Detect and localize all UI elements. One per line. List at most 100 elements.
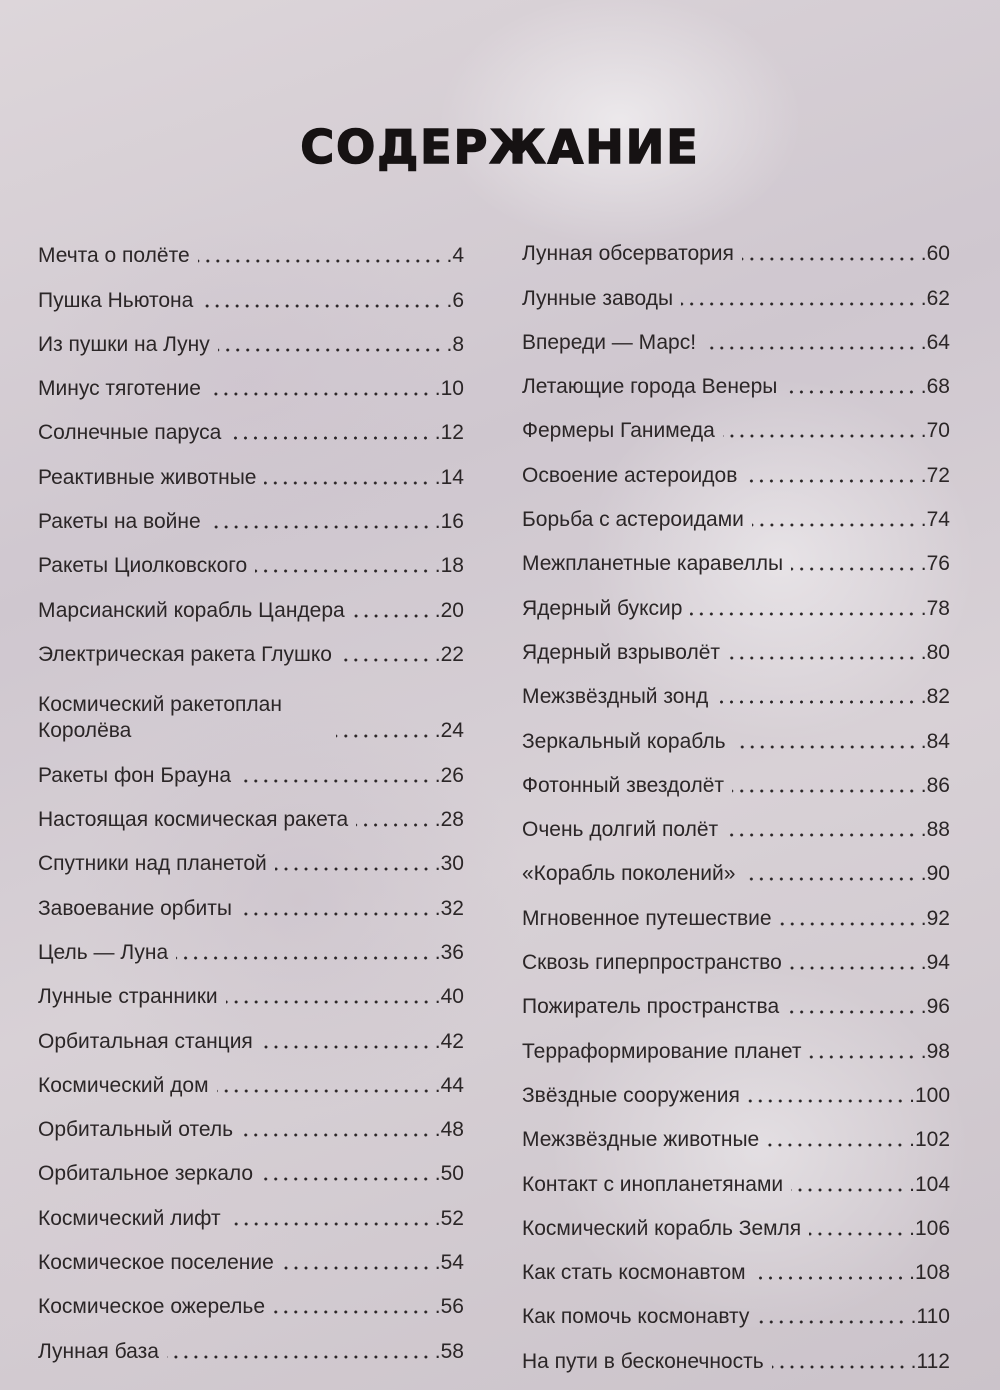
toc-entry-page: .70 <box>920 419 950 443</box>
toc-entry-title: Пушка Ньютона <box>38 288 194 312</box>
toc-entry-page: .72 <box>920 463 950 487</box>
toc-entry: Космический ракетоплан Королёва .24 <box>38 668 464 745</box>
toc-entry-page: .84 <box>920 729 950 753</box>
toc-entry: Как стать космонавтом .108 <box>522 1242 950 1286</box>
dot-leader <box>274 867 431 872</box>
dot-leader <box>340 657 431 662</box>
toc-entry: Ядерный взрыволёт .80 <box>522 622 950 666</box>
toc-entry-page: .54 <box>434 1251 464 1275</box>
dot-leader <box>809 1054 917 1059</box>
toc-entry: Летающие города Венеры .68 <box>522 356 950 400</box>
toc-entry-title: Терраформирование планет <box>522 1039 802 1063</box>
toc-entry: Ракеты фон Брауна .26 <box>38 744 464 788</box>
toc-entry-title: Из пушки на Луну <box>38 332 210 356</box>
toc-entry: Лунная обсерватория .60 <box>522 223 950 267</box>
toc-entry-title: Настоящая космическая ракета <box>38 808 349 832</box>
toc-entry-page: .112 <box>910 1349 950 1373</box>
toc-entry-title: Ядерный буксир <box>522 596 683 620</box>
dot-leader <box>239 778 431 783</box>
toc-entry: Межпланетные каравеллы .76 <box>522 533 950 577</box>
toc-entry-page: .52 <box>434 1206 464 1230</box>
toc-entry-title: Лунная обсерватория <box>522 242 734 266</box>
toc-entry-title: Летающие города Венеры <box>522 375 778 399</box>
dot-leader <box>260 1044 431 1049</box>
dot-leader <box>745 478 917 483</box>
toc-entry: Лунная база .58 <box>38 1320 464 1364</box>
toc-entry-page: .36 <box>434 940 464 964</box>
toc-entry-title: Завоевание орбиты <box>38 896 232 920</box>
dot-leader <box>771 1364 907 1369</box>
toc-entry-page: .86 <box>920 773 950 797</box>
toc-entry-title: Марсианский корабль Цандера <box>38 598 345 622</box>
dot-leader <box>787 1010 917 1015</box>
toc-entry: Лунные странники .40 <box>38 966 464 1010</box>
dot-leader <box>241 1133 431 1138</box>
toc-entry-title: Фермеры Ганимеда <box>522 419 715 443</box>
toc-entry: Пушка Ньютона .6 <box>38 269 464 313</box>
toc-entry-page: .60 <box>920 242 950 266</box>
toc-entry-page: .96 <box>920 995 950 1019</box>
toc-entry-page: .88 <box>920 818 950 842</box>
dot-leader <box>767 1143 906 1148</box>
toc-entry-title: Ракеты фон Брауна <box>38 763 232 787</box>
toc-entry: Мечта о полёте .4 <box>38 225 464 269</box>
dot-leader <box>722 434 917 439</box>
dot-leader <box>704 345 917 350</box>
toc-entry-title: Орбитальное зеркало <box>38 1162 254 1186</box>
dot-leader <box>356 823 431 828</box>
toc-entry: Космический корабль Земля .106 <box>522 1198 950 1242</box>
toc-entry: Терраформирование планет .98 <box>522 1020 950 1064</box>
toc-entry-title: Цель — Луна <box>38 940 169 964</box>
toc-entry-page: .74 <box>920 508 950 532</box>
dot-leader <box>741 257 917 262</box>
dot-leader <box>208 525 431 530</box>
toc-entry: Фермеры Ганимеда .70 <box>522 400 950 444</box>
toc-entry-title: Мгновенное путешествие <box>522 906 772 930</box>
toc-entry: Реактивные животные .14 <box>38 446 464 490</box>
toc-entry-title: Межпланетные каравеллы <box>522 552 784 576</box>
toc-entry-page: .18 <box>434 554 464 578</box>
toc-entry: Звёздные сооружения .100 <box>522 1065 950 1109</box>
toc-entry: На пути в бесконечность .112 <box>522 1330 950 1374</box>
toc-entry-title: Зеркальный корабль <box>522 729 726 753</box>
dot-leader <box>757 1320 907 1325</box>
toc-entry-page: .50 <box>434 1162 464 1186</box>
toc-entry-title: Электрическая ракета Глушко <box>38 642 332 666</box>
toc-entry-page: .16 <box>434 510 464 534</box>
dot-leader <box>681 301 917 306</box>
toc-entry: Космическое ожерелье .56 <box>38 1276 464 1320</box>
toc-entry-page: .42 <box>434 1029 464 1053</box>
toc-entry-page: .64 <box>920 330 950 354</box>
page-title: СОДЕРЖАНИЕ <box>300 119 700 175</box>
toc-entry: Орбитальное зеркало .50 <box>38 1143 464 1187</box>
toc-entry-page: .8 <box>446 332 464 356</box>
toc-entry: Пожиратель пространства .96 <box>522 976 950 1020</box>
toc-entry: Космический дом .44 <box>38 1055 464 1099</box>
toc-entry-title: Минус тяготение <box>38 377 201 401</box>
toc-entry-page: .100 <box>909 1083 950 1107</box>
dot-leader <box>281 1266 431 1271</box>
toc-entry-page: .4 <box>446 244 464 268</box>
dot-leader <box>197 259 443 264</box>
toc-entry-page: .40 <box>434 985 464 1009</box>
toc-entry-title: Очень долгий полёт <box>522 818 719 842</box>
toc-entry-title: Пожиратель пространства <box>522 995 780 1019</box>
dot-leader <box>273 1310 431 1315</box>
toc-entry-page: .102 <box>909 1128 950 1152</box>
toc-entry-title: Космический дом <box>38 1073 209 1097</box>
toc-entry-page: .26 <box>434 763 464 787</box>
toc-entry: Межзвёздный зонд .82 <box>522 666 950 710</box>
toc-entry-title: Ракеты Циолковского <box>38 554 248 578</box>
toc-entry-page: .56 <box>434 1295 464 1319</box>
toc-entry-page: .98 <box>920 1039 950 1063</box>
dot-leader <box>216 1088 431 1093</box>
dot-leader <box>208 392 431 397</box>
toc-entry: Зеркальный корабль .84 <box>522 710 950 754</box>
toc-entry-title: Как помочь космонавту <box>522 1305 750 1329</box>
toc-entry: Фотонный звездолёт .86 <box>522 755 950 799</box>
toc-entry: Как помочь космонавту .110 <box>522 1286 950 1330</box>
dot-leader <box>176 955 431 960</box>
dot-leader <box>201 303 443 308</box>
toc-entry-page: .14 <box>434 465 464 489</box>
